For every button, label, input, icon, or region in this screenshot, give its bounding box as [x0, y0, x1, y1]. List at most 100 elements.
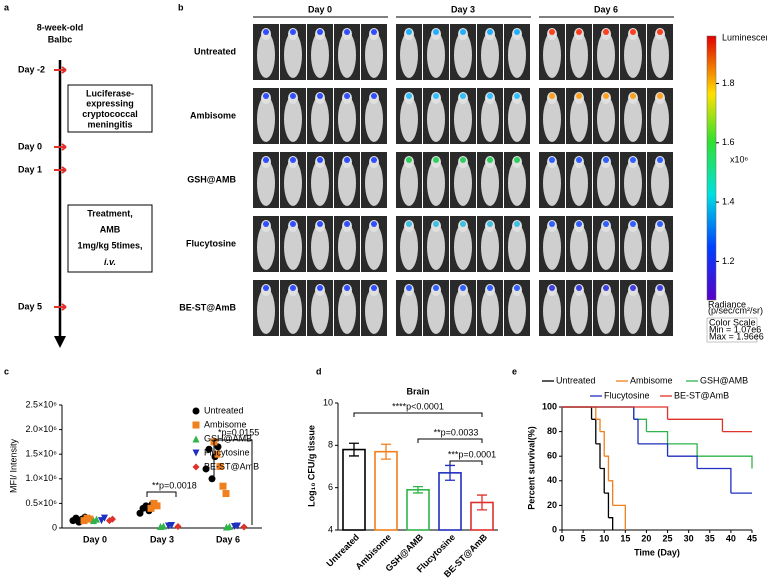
legend-label: GSH@AMB — [700, 375, 748, 385]
day-marker — [54, 303, 67, 311]
colorbar-tick-label: 1.8 — [722, 78, 735, 88]
error-bar — [381, 443, 391, 460]
x-tick-label: 25 — [663, 533, 673, 543]
group-label: Flucytosine — [186, 238, 236, 248]
mouse — [311, 224, 329, 270]
x-tick-label: 20 — [641, 533, 651, 543]
y-tick-label: 8 — [328, 440, 333, 450]
point — [86, 515, 94, 523]
signal — [603, 285, 609, 291]
colorbar-title: Luminescence — [722, 32, 767, 42]
mouse — [508, 96, 526, 142]
point — [205, 445, 213, 453]
survival-step — [604, 492, 610, 518]
mouse — [597, 96, 615, 142]
mouse — [257, 288, 275, 334]
point — [240, 523, 248, 531]
survival-step — [595, 418, 601, 432]
mouse — [365, 224, 383, 270]
mouse — [427, 96, 445, 142]
x-tick-label: 15 — [620, 533, 630, 543]
signal — [460, 285, 466, 291]
mouse — [338, 32, 356, 78]
signal — [514, 29, 520, 35]
colorbar-tick-label: 1.4 — [722, 196, 735, 206]
mouse — [400, 96, 418, 142]
mouse — [284, 288, 302, 334]
signal — [263, 285, 269, 291]
box-text: Luciferase- — [86, 88, 134, 98]
signal — [263, 29, 269, 35]
signal — [344, 157, 350, 163]
signal — [344, 29, 350, 35]
point — [93, 515, 100, 523]
mouse — [543, 288, 561, 334]
radiance-label: (p/sec/cm²/sr) — [708, 305, 763, 315]
point — [192, 435, 200, 443]
survival-step — [633, 418, 639, 444]
signal — [344, 285, 350, 291]
mouse — [597, 160, 615, 206]
box-text: cryptococcal — [82, 109, 138, 119]
legend-label: BE-ST@AmB — [204, 461, 259, 471]
annotation: *p=0.0155 — [218, 427, 259, 437]
box-text: expressing — [86, 99, 134, 109]
point — [153, 502, 161, 510]
panel-label: b — [178, 2, 184, 12]
point — [202, 465, 210, 473]
signal — [460, 157, 466, 163]
point — [222, 490, 230, 498]
day-label: Day 5 — [18, 301, 42, 311]
colorbar-unit: x10⁶ — [730, 154, 749, 164]
group-label: BE-ST@AmB — [179, 302, 236, 312]
mouse — [400, 32, 418, 78]
colorbar-tick-label: 1.2 — [722, 256, 735, 266]
day-marker — [54, 66, 67, 74]
day-header: Day 3 — [451, 4, 475, 14]
point — [101, 514, 108, 522]
y-axis-label: MFI/ Intensity — [8, 438, 18, 493]
mouse — [597, 32, 615, 78]
error-bar — [349, 442, 359, 457]
annotation: **p=0.0018 — [152, 480, 197, 490]
signal — [576, 29, 582, 35]
survival-step — [697, 455, 753, 469]
signal — [603, 93, 609, 99]
group-label: Ambisome — [190, 110, 236, 120]
point — [147, 504, 155, 512]
signal — [406, 285, 412, 291]
mouse — [338, 224, 356, 270]
point — [109, 515, 116, 523]
signal — [514, 221, 520, 227]
box-text: meningitis — [87, 119, 132, 129]
y-tick-label: 0 — [552, 524, 557, 534]
y-tick-label: 80 — [547, 426, 557, 436]
survival-step — [608, 480, 614, 506]
y-tick-label: 2.5×10⁶ — [26, 399, 58, 409]
survival-step — [562, 406, 635, 420]
event-box — [67, 84, 153, 133]
bar — [374, 450, 398, 531]
survival-step — [638, 443, 669, 457]
signal — [657, 29, 663, 35]
signal — [603, 157, 609, 163]
signal — [576, 285, 582, 291]
signal — [630, 29, 636, 35]
error-bar — [477, 494, 487, 511]
x-tick-label: 35 — [705, 533, 715, 543]
mouse — [543, 96, 561, 142]
signal — [406, 29, 412, 35]
mouse — [311, 32, 329, 78]
error-bar — [413, 485, 423, 494]
mouse — [365, 96, 383, 142]
signal — [290, 221, 296, 227]
mouse — [257, 224, 275, 270]
survival-step — [562, 406, 669, 420]
mouse — [400, 288, 418, 334]
legend-label: Untreated — [204, 405, 244, 415]
bracket — [146, 491, 177, 497]
mouse — [481, 160, 499, 206]
mouse — [543, 224, 561, 270]
survival-step — [667, 455, 698, 469]
mouse — [311, 160, 329, 206]
